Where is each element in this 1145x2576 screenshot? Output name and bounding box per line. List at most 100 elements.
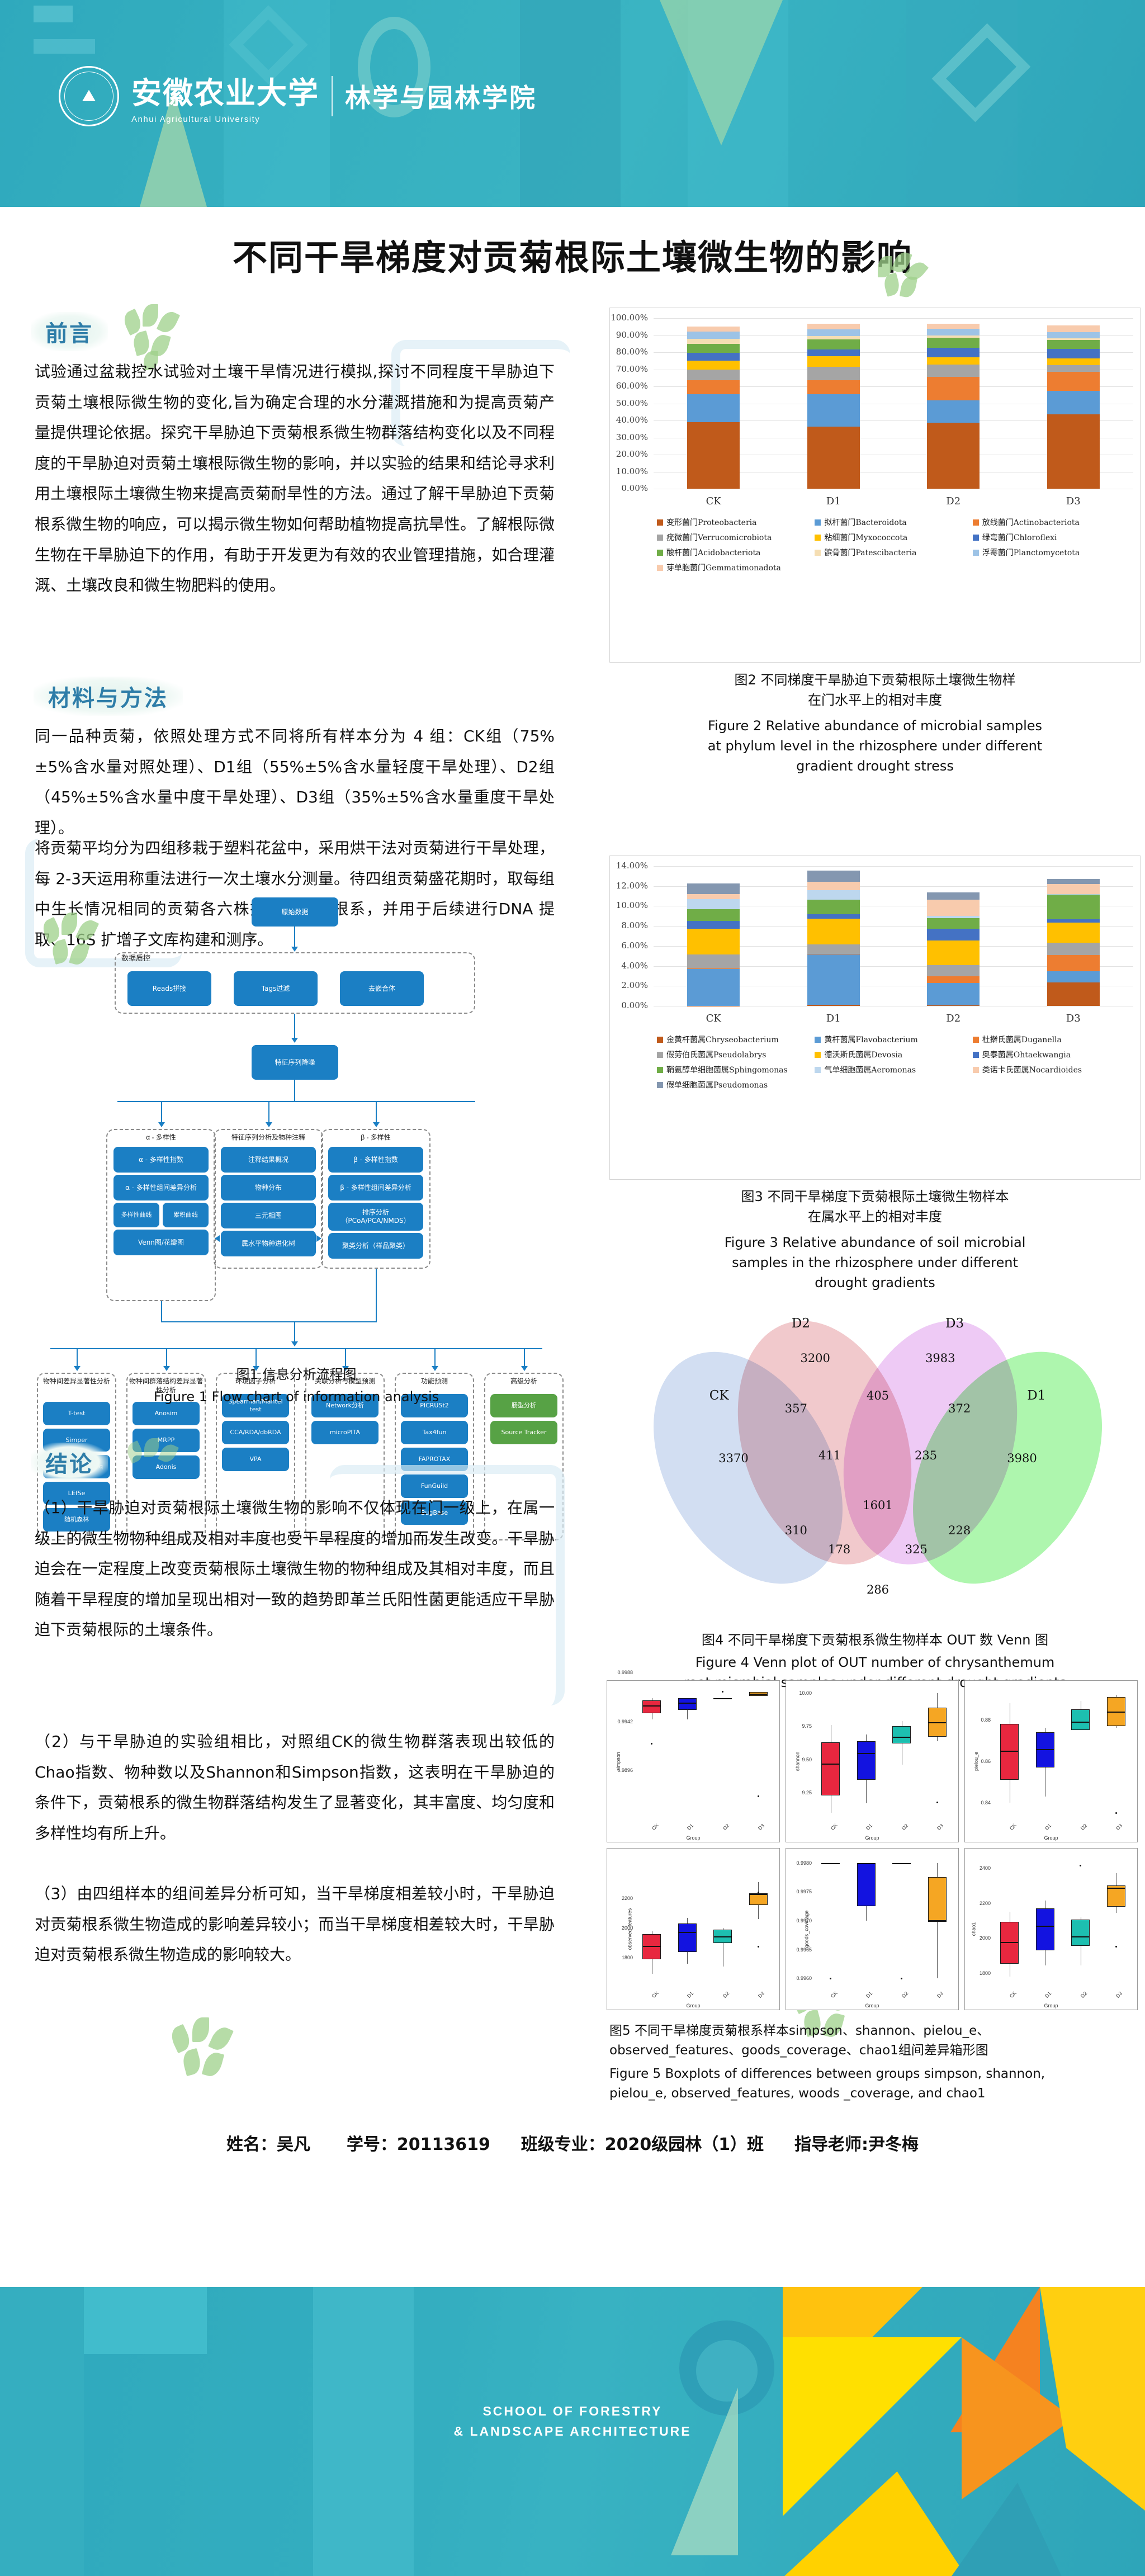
chart-bar-segment [687,920,740,929]
bottom-school-text: SCHOOL OF FORESTRY & LANDSCAPE ARCHITECT… [0,2402,1145,2441]
chart-bar-segment [927,400,980,423]
flow-node-l0-3: LEfSe [43,1481,110,1505]
intro-text: 试验通过盆栽控水试验对土壤干旱情况进行模拟,探讨不同程度干旱胁迫下贡菊土壤根际微… [35,362,555,595]
bottom-deco-teal-wedge [950,2483,1062,2576]
figure5-median-line [749,1694,768,1695]
chart-legend-item: 黄杆菌属Flavobacterium [815,1034,972,1045]
chart-bar-segment [1047,894,1100,919]
chart-bar-segment [807,329,860,337]
flow-node-l2-0: Spearman/Mantel test [222,1394,289,1417]
chart-legend-label: 绿弯菌门Chloroflexi [982,533,1057,542]
figure5-whisker [937,1863,938,1979]
flow-arrow [163,1366,170,1371]
flow-node-b0-3: 累积曲线 [163,1203,209,1227]
chart-y-tick-label: 40.00% [616,415,648,425]
chart-y-tick-label: 0.00% [621,1000,648,1010]
chart-y-tick-label: 70.00% [616,363,648,374]
banner-deco-tri2 [140,89,207,207]
chart-bar-segment [1047,883,1100,895]
chart-legend-item: 德沃斯氏菌属Devosia [815,1049,972,1060]
figure5-box-D1 [1035,1908,1054,1951]
figure5-y-tick: 0.9988 [617,1670,633,1676]
figure5-x-tick-D2: D2 [900,1822,909,1832]
figure5-median-line [821,1863,840,1864]
figure5-x-axis-label: Group [686,1835,701,1841]
flow-group-branch-1 [214,1129,323,1269]
chart-y-tick-label: 14.00% [616,861,648,871]
figure5-box-D1 [678,1923,697,1952]
venn-region-count: 286 [866,1583,889,1597]
chart-legend-swatch [815,534,821,541]
chart-gridline [654,352,1133,353]
chart-y-tick-label: 4.00% [621,960,648,971]
figure5-median-line [749,1894,768,1896]
flow-arrow [342,1366,349,1371]
venn-region-count: 178 [828,1542,851,1556]
flow-node-qc-0: Reads拼接 [127,971,211,1006]
chart-legend-label: 黄杆菌属Flavobacterium [824,1036,918,1044]
figure5-x-axis-label: Group [865,1835,879,1841]
chart-bar-D1 [807,318,860,489]
figure5-boxplot-grid: simpson 0.9896 0.9942 0.9988 CK D1 D2 D3 Group sh… [607,1670,1138,2010]
figure2-caption-en: Figure 2 Relative abundance of microbial… [707,718,1043,774]
chart-legend-swatch [657,1051,663,1058]
chart-gridline [654,886,1133,887]
flow-arrow [291,1341,298,1346]
figure5-median-line [642,1945,661,1947]
chart-legend-label: 假劳伯氏菌属Pseudolabrys [666,1051,767,1060]
flow-node-b2-1: β - 多样性组间差异分析 [328,1175,423,1200]
figure5-median-line [892,1737,911,1738]
figure5-y-tick: 9.75 [802,1723,812,1729]
intro-decor-frame [391,340,570,446]
chart-bar-segment [927,338,980,348]
figure5-median-line [1106,1887,1125,1889]
chart-gridline [654,946,1133,947]
flow-arrow [521,1366,528,1371]
conclusion-item-2: （2）与干旱胁迫的实验组相比，对照组CK的微生物群落表现出较低的Chao指数、物… [35,1732,555,1842]
figure5-panel-observed_features: observed_features 1800 2000 2200 CK D1 D2 D3 Gro… [607,1848,780,2010]
author-name: 姓名：吴凡 [226,2135,310,2154]
chart-bar-segment [807,394,860,427]
chart-legend-label: 鞘氨醇单细胞菌属Sphingomonas [666,1066,788,1075]
flow-node-l0-0: T-test [43,1402,110,1425]
chart-bar-segment [807,871,860,882]
leaf-decoration-intro [120,303,193,370]
flow-connector [117,1101,475,1102]
chart-bar-segment [927,423,980,489]
chart-bar-segment [927,976,980,983]
chart-bar-segment [1047,358,1100,365]
chart-x-tick-label: D1 [826,495,841,507]
chart-bar-segment [927,328,980,336]
chart-legend-item: 假劳伯氏菌属Pseudolabrys [657,1049,815,1060]
chart-legend-label: 芽单胞菌门Gemmatimonadota [666,564,781,573]
figure5-y-tick: 0.9980 [796,1860,812,1866]
flow-connector [294,1014,295,1039]
flow-connector [376,1101,377,1123]
figure5-x-tick-D3: D3 [1115,1990,1124,2000]
figure5-outlier [1115,1812,1117,1814]
flow-connector [345,1348,346,1367]
chart-bar-segment [1047,414,1100,489]
chart-bar-segment [927,323,980,329]
flow-node-l4-0: PICRUSt2 [401,1394,468,1417]
chart-bar-segment [927,357,980,365]
figure5-median-line [1000,1751,1019,1752]
flow-node-qc-2: 去嵌合体 [340,971,424,1006]
chart-bar-segment [807,954,860,1005]
figure3-caption-en: Figure 3 Relative abundance of soil micr… [724,1235,1026,1291]
flow-connector [77,1348,78,1367]
chart-bar-D1 [807,866,860,1006]
flow-node-l2-1: CCA/RDA/dbRDA [222,1421,289,1444]
figure5-y-tick: 0.86 [981,1758,991,1764]
chart-bar-segment [1047,332,1100,338]
chart-legend-swatch [657,549,663,556]
flow-arrow [253,1366,259,1371]
figure5-y-tick: 0.9896 [617,1767,633,1774]
chart-bar-segment [1047,325,1100,333]
chart-bar-segment [927,965,980,976]
flow-node-b0-0: α - 多样性指数 [113,1147,209,1173]
bottom-deco-3 [313,2287,414,2576]
chart-bar-segment [687,909,740,921]
figure5-median-line [713,1698,732,1699]
figure5-y-tick: 10.00 [799,1690,812,1696]
